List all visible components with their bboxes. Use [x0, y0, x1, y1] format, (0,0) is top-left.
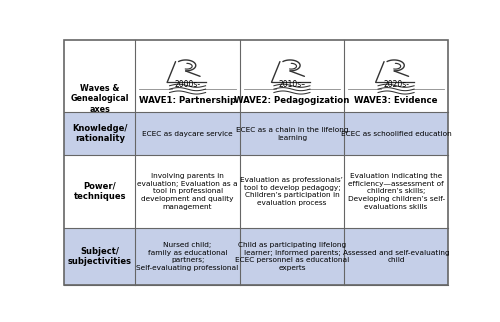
Text: Evaluation indicating the
efficiency—assessment of
children’s skills;
Developing: Evaluation indicating the efficiency—ass…: [348, 173, 444, 210]
Text: ECEC as a chain in the lifelong
learning: ECEC as a chain in the lifelong learning: [236, 127, 348, 141]
Text: WAVE3: Evidence: WAVE3: Evidence: [354, 96, 438, 105]
Text: WAVE1: Partnership: WAVE1: Partnership: [139, 96, 236, 105]
Text: Evaluation as professionals’
tool to develop pedagogy;
Children’s participation : Evaluation as professionals’ tool to dev…: [240, 177, 344, 206]
Text: 2010s–: 2010s–: [278, 80, 305, 89]
Text: Power/
techniques: Power/ techniques: [74, 182, 126, 201]
Text: Nursed child;
family as educational
partners;
Self-evaluating professional: Nursed child; family as educational part…: [136, 242, 238, 271]
Text: Subject/
subjectivities: Subject/ subjectivities: [68, 247, 132, 266]
Text: WAVE2: Pedagogization: WAVE2: Pedagogization: [234, 96, 349, 105]
Text: 2020s-: 2020s-: [383, 80, 409, 89]
Bar: [64, 40, 448, 112]
Text: ECEC as schoolified education: ECEC as schoolified education: [340, 131, 452, 137]
Text: Knowledge/
rationality: Knowledge/ rationality: [72, 124, 128, 144]
Text: Assessed and self-evaluating
child: Assessed and self-evaluating child: [343, 250, 450, 263]
Bar: [64, 228, 448, 285]
Bar: [64, 155, 448, 228]
Text: Involving parents in
evaluation; Evaluation as a
tool in professional
developmen: Involving parents in evaluation; Evaluat…: [138, 173, 238, 210]
Text: Child as participating lifelong
learner; Informed parents;
ECEC personnel as edu: Child as participating lifelong learner;…: [235, 242, 349, 271]
Text: ECEC as daycare service: ECEC as daycare service: [142, 131, 233, 137]
Text: 2000s-: 2000s-: [174, 80, 201, 89]
Bar: [64, 112, 448, 155]
Text: Waves &
Genealogical
axes: Waves & Genealogical axes: [70, 84, 129, 114]
